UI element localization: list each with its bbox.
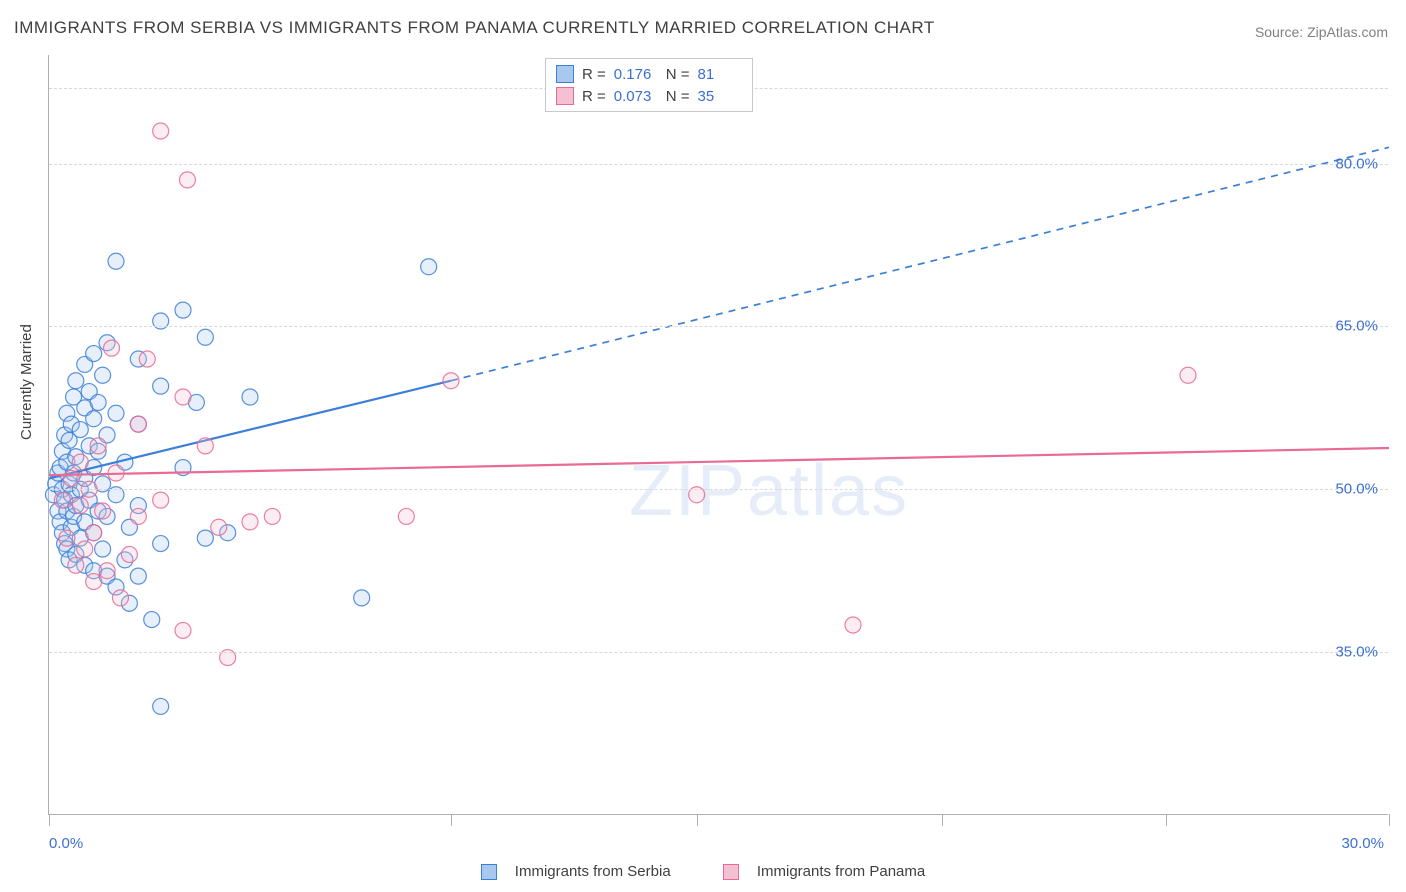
n-value-panama: 35 xyxy=(698,88,742,105)
scatter-point xyxy=(197,438,213,454)
y-axis-label: Currently Married xyxy=(18,324,35,440)
scatter-point xyxy=(139,351,155,367)
gridline xyxy=(49,652,1388,653)
xtick xyxy=(1389,814,1390,826)
n-label: N = xyxy=(666,66,690,83)
scatter-point xyxy=(86,525,102,541)
source-label: Source: ZipAtlas.com xyxy=(1255,24,1388,40)
r-label-2: R = xyxy=(582,88,606,105)
scatter-point xyxy=(121,546,137,562)
legend-label-panama: Immigrants from Panama xyxy=(757,863,925,880)
scatter-point xyxy=(197,530,213,546)
scatter-point xyxy=(59,530,75,546)
legend-swatch-serbia xyxy=(556,65,574,83)
n-value-serbia: 81 xyxy=(698,66,742,83)
scatter-point xyxy=(175,302,191,318)
scatter-point xyxy=(90,394,106,410)
legend-stats-row-1: R = 0.176 N = 81 xyxy=(556,63,742,85)
r-value-panama: 0.073 xyxy=(614,88,658,105)
scatter-point xyxy=(264,508,280,524)
plot-area: ZIPatlas 35.0%50.0%65.0%80.0%0.0%30.0% xyxy=(48,55,1388,815)
legend-swatch-panama xyxy=(556,87,574,105)
scatter-point xyxy=(153,698,169,714)
scatter-point xyxy=(54,492,70,508)
scatter-point xyxy=(72,498,88,514)
scatter-point xyxy=(175,622,191,638)
scatter-point xyxy=(354,590,370,606)
chart-svg xyxy=(49,55,1388,814)
scatter-point xyxy=(104,340,120,356)
scatter-point xyxy=(86,574,102,590)
scatter-point xyxy=(1180,367,1196,383)
legend-stats: R = 0.176 N = 81 R = 0.073 N = 35 xyxy=(545,58,753,112)
scatter-point xyxy=(153,492,169,508)
xtick-label-end: 30.0% xyxy=(1341,835,1384,852)
legend-swatch-panama-2 xyxy=(723,864,739,880)
scatter-point xyxy=(421,259,437,275)
scatter-point xyxy=(845,617,861,633)
gridline xyxy=(49,489,1388,490)
scatter-point xyxy=(99,563,115,579)
scatter-point xyxy=(86,411,102,427)
scatter-point xyxy=(175,389,191,405)
scatter-point xyxy=(112,590,128,606)
scatter-point xyxy=(130,416,146,432)
legend-item-panama: Immigrants from Panama xyxy=(711,863,937,880)
xtick xyxy=(942,814,943,826)
scatter-point xyxy=(108,253,124,269)
n-label-2: N = xyxy=(666,88,690,105)
scatter-point xyxy=(108,405,124,421)
chart-title: IMMIGRANTS FROM SERBIA VS IMMIGRANTS FRO… xyxy=(14,18,935,38)
legend-swatch-serbia-2 xyxy=(481,864,497,880)
xtick xyxy=(1166,814,1167,826)
gridline xyxy=(49,326,1388,327)
scatter-point xyxy=(153,123,169,139)
xtick xyxy=(697,814,698,826)
scatter-point xyxy=(68,373,84,389)
scatter-point xyxy=(95,503,111,519)
scatter-point xyxy=(86,346,102,362)
ytick-label: 65.0% xyxy=(1335,318,1378,335)
scatter-point xyxy=(90,438,106,454)
scatter-point xyxy=(95,367,111,383)
legend-label-serbia: Immigrants from Serbia xyxy=(515,863,671,880)
legend-item-serbia: Immigrants from Serbia xyxy=(469,863,687,880)
scatter-point xyxy=(153,378,169,394)
ytick-label: 50.0% xyxy=(1335,481,1378,498)
scatter-point xyxy=(153,536,169,552)
legend-series: Immigrants from Serbia Immigrants from P… xyxy=(0,863,1406,880)
gridline xyxy=(49,164,1388,165)
scatter-point xyxy=(130,568,146,584)
xtick xyxy=(49,814,50,826)
scatter-point xyxy=(197,329,213,345)
scatter-point xyxy=(242,389,258,405)
trend-line-extrapolated xyxy=(451,147,1389,380)
scatter-point xyxy=(130,508,146,524)
xtick-label-start: 0.0% xyxy=(49,835,83,852)
ytick-label: 80.0% xyxy=(1335,155,1378,172)
trend-line xyxy=(49,448,1389,475)
scatter-point xyxy=(144,612,160,628)
legend-stats-row-2: R = 0.073 N = 35 xyxy=(556,85,742,107)
scatter-point xyxy=(211,519,227,535)
scatter-point xyxy=(68,557,84,573)
scatter-point xyxy=(179,172,195,188)
r-value-serbia: 0.176 xyxy=(614,66,658,83)
scatter-point xyxy=(242,514,258,530)
r-label: R = xyxy=(582,66,606,83)
scatter-point xyxy=(443,373,459,389)
scatter-point xyxy=(77,541,93,557)
scatter-point xyxy=(72,454,88,470)
scatter-point xyxy=(398,508,414,524)
xtick xyxy=(451,814,452,826)
scatter-point xyxy=(95,541,111,557)
scatter-point xyxy=(63,470,79,486)
scatter-point xyxy=(72,422,88,438)
ytick-label: 35.0% xyxy=(1335,644,1378,661)
